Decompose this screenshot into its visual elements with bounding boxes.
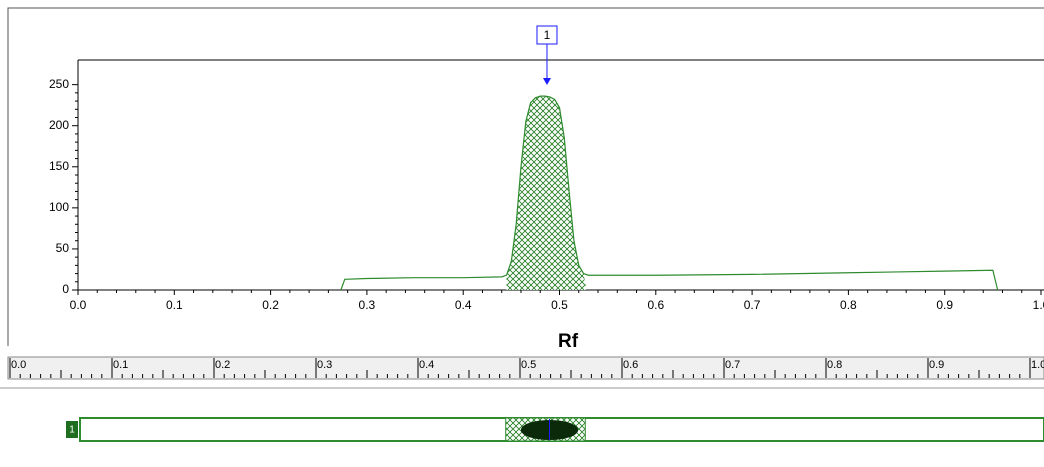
ruler-tick-label: 0.4 (419, 359, 434, 371)
y-tick-label: 100 (49, 200, 69, 214)
x-axis-label: Rf (558, 331, 579, 352)
ruler-tick-label: 0.0 (11, 359, 26, 371)
ruler-tick-label: 0.5 (521, 359, 536, 371)
ruler-tick-label: 1.0 (1031, 359, 1044, 371)
x-tick-label: 0.6 (647, 298, 664, 312)
x-tick-label: 0.2 (262, 298, 279, 312)
ruler-tick-label: 0.9 (929, 359, 944, 371)
x-tick-label: 0.0 (70, 298, 87, 312)
x-tick-label: 0.1 (166, 298, 183, 312)
x-tick-label: 0.9 (936, 298, 953, 312)
peak-label: 1 (544, 28, 551, 42)
ruler-tick-label: 0.8 (827, 359, 842, 371)
y-tick-label: 200 (49, 118, 69, 132)
lane-label: 1 (69, 425, 75, 436)
y-tick-label: 250 (49, 77, 69, 91)
ruler-tick-label: 0.7 (725, 359, 740, 371)
y-tick-label: 0 (62, 282, 69, 296)
x-tick-label: 0.3 (359, 298, 376, 312)
x-tick-label: 1.0 (1033, 298, 1044, 312)
ruler-tick-label: 0.6 (623, 359, 638, 371)
screen: Rf 0 50 100 150 200 250 0.0 0.1 0.2 0.3 0.4 0.5 0.6 0… (0, 0, 1044, 467)
x-tick-label: 0.5 (551, 298, 568, 312)
ruler-tick-label: 0.3 (317, 359, 332, 371)
y-tick-label: 50 (56, 241, 70, 255)
y-tick-label: 150 (49, 159, 69, 173)
x-tick-label: 0.8 (840, 298, 857, 312)
ruler-tick-label: 0.2 (215, 359, 230, 371)
ruler-tick-label: 0.1 (113, 359, 128, 371)
x-tick-label: 0.4 (455, 298, 472, 312)
x-tick-label: 0.7 (744, 298, 761, 312)
